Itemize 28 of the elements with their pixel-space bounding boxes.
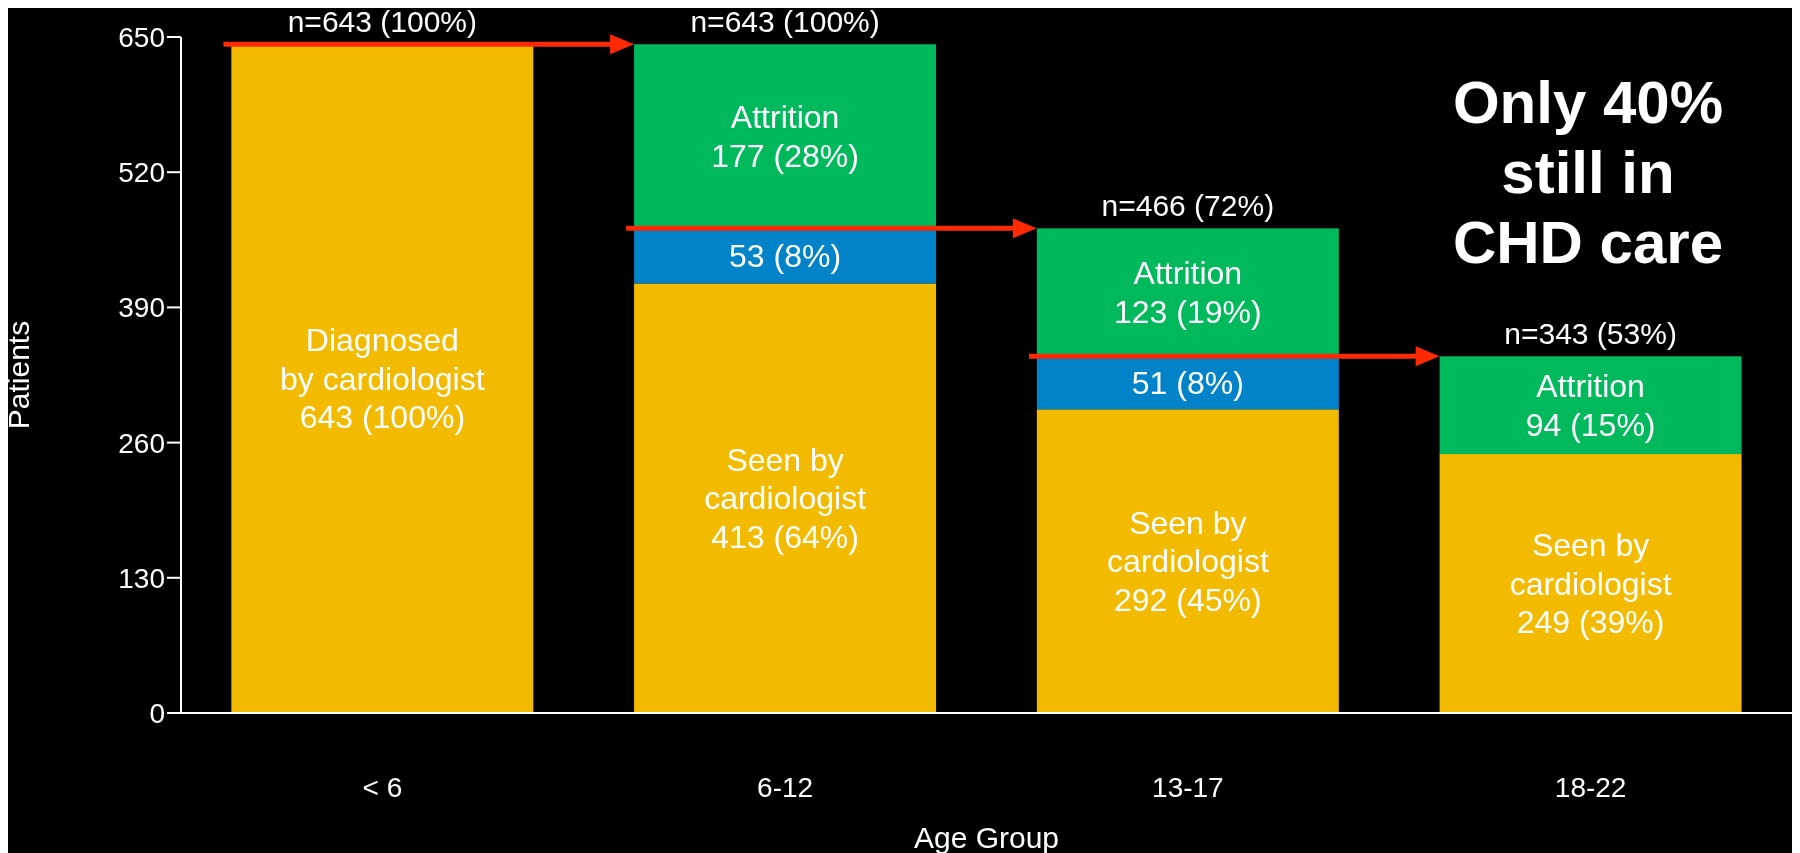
data-label: Diagnosed by cardiologist 643 (100%) [280,322,485,436]
data-label: Attrition 94 (15%) [1525,368,1656,443]
y-tick-label: 390 [118,292,165,324]
data-label: Seen by cardiologist 292 (45%) [1106,504,1269,618]
annotation: Only 40% still in CHD care [1451,68,1725,278]
x-tick-label: 6-12 [757,771,814,803]
x-tick-label: 13-17 [1152,771,1224,803]
bar [1439,454,1742,713]
y-tick-label: 260 [118,427,165,459]
data-label: 53 (8%) [729,238,842,275]
y-tick-label: 650 [118,21,165,53]
y-tick-label: 130 [118,562,165,594]
y-tick-label: 0 [149,697,165,729]
x-tick-label: 18-22 [1554,771,1627,803]
x-tick-label: < 6 [362,771,403,803]
total-label: n=343 (53%) [1504,317,1677,351]
bar [1036,409,1339,713]
data-label: Seen by cardiologist 249 (39%) [1509,527,1672,641]
total-label: n=643 (100%) [690,5,880,39]
bar [1439,356,1742,455]
data-label: Attrition 177 (28%) [711,99,859,174]
data-label: Attrition 123 (19%) [1114,255,1262,330]
total-label: n=466 (72%) [1101,189,1275,223]
total-label: n=643 (100%) [287,5,477,39]
bar [634,283,937,713]
data-label: Seen by cardiologist 413 (64%) [704,442,867,555]
data-label: 51 (8%) [1131,365,1244,401]
y-tick-label: 520 [118,157,165,189]
